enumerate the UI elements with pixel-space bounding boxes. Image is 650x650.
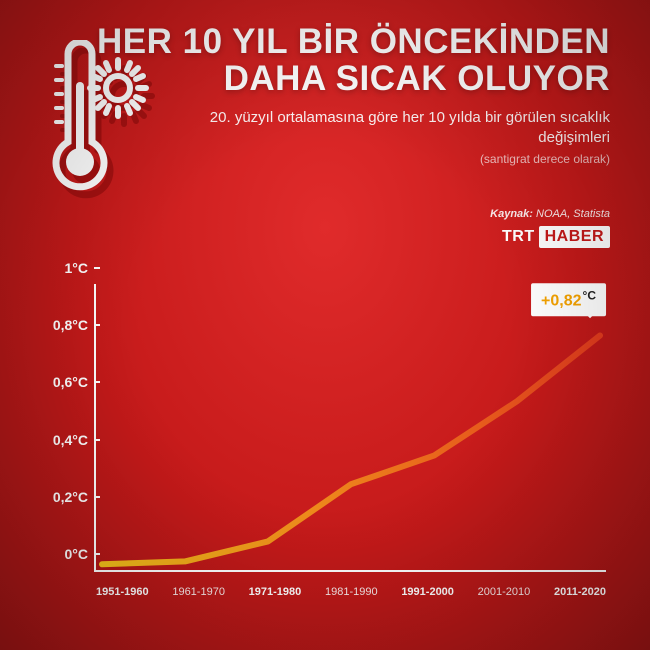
y-tick-label: 0,4°C	[40, 432, 88, 448]
source-label: Kaynak:	[490, 208, 533, 220]
x-tick-label: 2011-2020	[554, 586, 606, 598]
chart-line-svg	[96, 284, 606, 570]
subtitle-note: (santigrat derece olarak)	[40, 152, 610, 166]
source-text: NOAA, Statista	[536, 208, 610, 220]
source-line: Kaynak: NOAA, Statista	[490, 208, 610, 220]
header-block: HER 10 YIL BİR ÖNCEKİNDEN DAHA SICAK OLU…	[0, 24, 650, 166]
page-title: HER 10 YIL BİR ÖNCEKİNDEN DAHA SICAK OLU…	[40, 24, 610, 98]
title-line-2: DAHA SICAK OLUYOR	[224, 59, 610, 98]
title-line-1: HER 10 YIL BİR ÖNCEKİNDEN	[97, 22, 610, 61]
plot-area: +0,82°C 1951-19601961-19701971-19801981-…	[94, 284, 606, 572]
x-tick-label: 2001-2010	[478, 586, 531, 598]
x-tick-label: 1951-1960	[96, 586, 149, 598]
logo-part-a: TRT	[502, 228, 535, 246]
x-axis-labels: 1951-1960 1961-1970 1971-1980 1981-1990 1991…	[96, 586, 606, 598]
x-tick-label: 1991-2000	[401, 586, 454, 598]
logo-part-b: HABER	[539, 226, 610, 248]
y-tick-label: 0,8°C	[40, 317, 88, 333]
callout-value: +0,82	[541, 293, 581, 310]
value-callout: +0,82°C	[531, 284, 606, 316]
y-tick-label: 0,2°C	[40, 489, 88, 505]
source-block: Kaynak: NOAA, Statista TRT HABER	[490, 208, 610, 248]
infographic-canvas: HER 10 YIL BİR ÖNCEKİNDEN DAHA SICAK OLU…	[0, 0, 650, 650]
y-tick-label: 0,6°C	[40, 374, 88, 390]
x-tick-label: 1971-1980	[249, 586, 302, 598]
temperature-line-chart: +0,82°C 1951-1960 1961-1970 1971-1980 1981-…	[40, 278, 614, 606]
y-tick-label: 0°C	[40, 546, 88, 562]
y-tick-label: 1°C	[40, 260, 88, 276]
callout-degree: °C	[583, 289, 596, 303]
x-tick-label: 1981-1990	[325, 586, 378, 598]
broadcaster-logo: TRT HABER	[502, 226, 610, 248]
subtitle: 20. yüzyıl ortalamasına göre her 10 yıld…	[180, 108, 610, 149]
x-tick-label: 1961-1970	[172, 586, 225, 598]
